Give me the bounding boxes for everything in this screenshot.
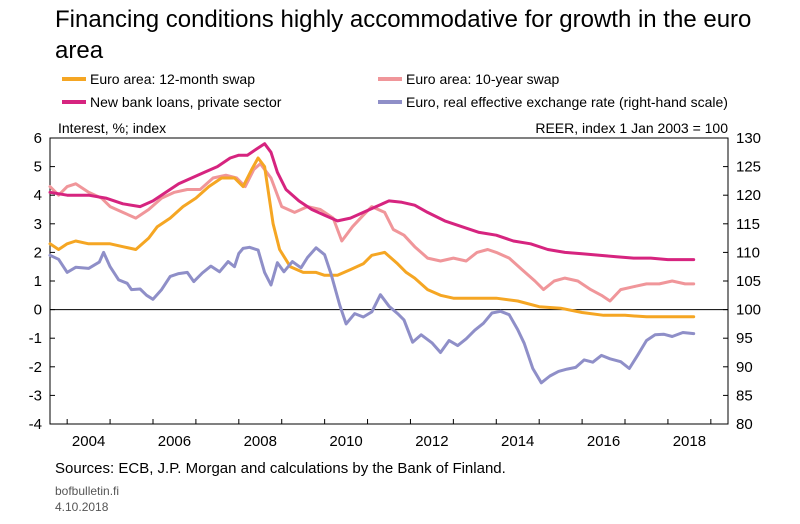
legend-item-reer: Euro, real effective exchange rate (righ… [378, 93, 728, 111]
legend-label-reer: Euro, real effective exchange rate (righ… [406, 94, 728, 110]
series-line-new-bank-loans-private-sector [48, 142, 696, 262]
x-tick-label: 2012 [415, 433, 448, 450]
right-tick-label: 80 [736, 416, 753, 433]
legend-label-10-year-swap: Euro area: 10-year swap [406, 71, 560, 87]
legend-swatch-10-year-swap [378, 77, 402, 82]
right-tick-label: 95 [736, 330, 753, 347]
right-tick-label: 105 [736, 273, 761, 290]
x-tick-label: 2010 [329, 433, 362, 450]
legend-swatch-reer [378, 100, 402, 105]
x-tick-label: 2004 [72, 433, 105, 450]
left-tick-label: 5 [34, 159, 42, 176]
right-axis-unit-label: REER, index 1 Jan 2003 = 100 [535, 120, 728, 136]
legend-swatch-12-month-swap [62, 77, 86, 82]
right-tick-label: 100 [736, 302, 761, 319]
plot-frame [49, 137, 729, 425]
left-tick-label: 6 [34, 130, 42, 147]
right-tick-label: 90 [736, 359, 753, 376]
left-tick-label: 2 [34, 244, 42, 261]
series-line-euro-area-10-year-swap [48, 162, 696, 303]
publication-date: 4.10.2018 [55, 500, 109, 514]
legend: Euro area: 12-month swap Euro area: 10-y… [62, 70, 782, 114]
series-line-euro-real-effective-exchange-rate-right-hand-scale [48, 245, 696, 385]
legend-item-new-bank-loans: New bank loans, private sector [62, 93, 281, 111]
left-tick-label: -4 [29, 416, 42, 433]
legend-label-12-month-swap: Euro area: 12-month swap [90, 71, 255, 87]
legend-item-10-year-swap: Euro area: 10-year swap [378, 70, 559, 88]
left-tick-label: 4 [34, 187, 42, 204]
x-tick-label: 2006 [158, 433, 191, 450]
legend-swatch-new-bank-loans [62, 100, 86, 105]
legend-item-12-month-swap: Euro area: 12-month swap [62, 70, 255, 88]
right-tick-label: 85 [736, 387, 753, 404]
right-tick-label: 125 [736, 159, 761, 176]
left-tick-label: 3 [34, 216, 42, 233]
right-tick-label: 115 [736, 216, 760, 233]
left-tick-label: 1 [34, 273, 42, 290]
series-line-euro-area-12-month-swap [48, 156, 696, 319]
right-tick-label: 120 [736, 187, 761, 204]
left-tick-label: -1 [29, 330, 42, 347]
chart-title: Financing conditions highly accommodativ… [55, 6, 752, 64]
x-tick-label: 2016 [587, 433, 620, 450]
left-tick-label: -3 [29, 387, 42, 404]
x-tick-label: 2018 [673, 433, 706, 450]
source-note: Sources: ECB, J.P. Morgan and calculatio… [55, 460, 506, 477]
site-url: bofbulletin.fi [55, 484, 120, 498]
left-tick-label: -2 [29, 359, 42, 376]
x-tick-label: 2014 [501, 433, 534, 450]
x-tick-label: 2008 [244, 433, 277, 450]
right-tick-label: 130 [736, 130, 761, 147]
left-tick-label: 0 [34, 302, 42, 319]
legend-label-new-bank-loans: New bank loans, private sector [90, 94, 282, 110]
right-tick-label: 110 [736, 244, 760, 261]
left-axis-unit-label: Interest, %; index [58, 120, 167, 136]
